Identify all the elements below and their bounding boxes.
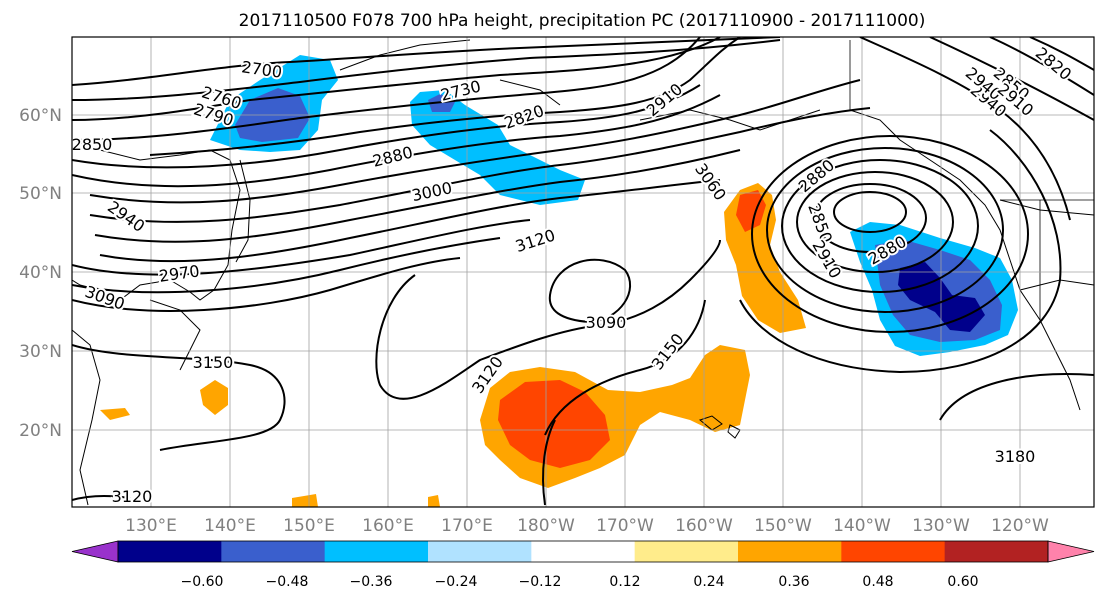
colorbar-label: −0.48 [266, 574, 309, 590]
lon-label: 140°W [833, 516, 891, 536]
colorbar-label: −0.24 [435, 574, 478, 590]
borders [849, 40, 1094, 320]
lat-label: 30°N [19, 342, 62, 362]
colorbar-label: 0.60 [947, 574, 978, 590]
lat-label: 60°N [19, 106, 62, 126]
contour-label: 2850 [72, 135, 113, 154]
map-panel: 2700 2760 2790 2730 2820 2910 2850 2880 … [71, 36, 1095, 508]
colorbar-segment [324, 541, 429, 562]
colorbar-labels: −0.60 −0.48 −0.36 −0.24 −0.12 0.12 0.24 … [181, 574, 979, 590]
lon-label: 130°E [125, 516, 177, 536]
lon-label: 170°E [441, 516, 493, 536]
figure-title: 2017110500 F078 700 hPa height, precipit… [239, 11, 926, 31]
colorbar-label: −0.12 [519, 574, 562, 590]
lon-label: 140°E [204, 516, 256, 536]
colorbar-segment [428, 541, 532, 562]
colorbar-label: 0.48 [862, 574, 893, 590]
pos-anomaly-gulf-core [736, 190, 766, 232]
lon-label: 160°W [675, 516, 733, 536]
lon-label: 160°E [362, 516, 414, 536]
lon-label: 180°W [517, 516, 575, 536]
colorbar-label: 0.36 [778, 574, 809, 590]
lon-labels: 130°E 140°E 150°E 160°E 170°E 180°W 170°… [125, 516, 1049, 536]
lat-labels: 20°N 30°N 40°N 50°N 60°N [19, 106, 62, 441]
contour-label: 3150 [193, 353, 234, 372]
colorbar-segment [841, 541, 946, 562]
colorbar-extend-low [71, 540, 119, 563]
pos-anomaly-small-2 [100, 408, 130, 420]
height-contours [72, 37, 1094, 506]
lon-label: 150°E [283, 516, 335, 536]
lon-label: 170°W [596, 516, 654, 536]
map-frame [71, 36, 1095, 508]
colorbar-label: 0.12 [609, 574, 640, 590]
colorbar [71, 540, 1095, 563]
lon-label: 120°W [991, 516, 1049, 536]
precip-shading [100, 55, 1018, 507]
lon-label: 150°W [754, 516, 812, 536]
colorbar-segment [221, 541, 326, 562]
contour-label: 3090 [586, 313, 627, 332]
neg-anomaly-california-core [898, 262, 985, 332]
colorbar-segment [738, 541, 842, 562]
lat-label: 50°N [19, 184, 62, 204]
colorbar-frame [117, 540, 1049, 563]
colorbar-segment [634, 541, 739, 562]
colorbar-label: −0.60 [181, 574, 224, 590]
colorbar-segment [944, 541, 1049, 562]
lat-label: 20°N [19, 421, 62, 441]
contour-label: 3120 [112, 487, 153, 506]
pos-anomaly-small-1 [200, 380, 228, 415]
pos-anomaly-small-4 [428, 495, 440, 507]
colorbar-segment [531, 541, 636, 562]
colorbar-extend-high [1047, 540, 1095, 563]
neg-anomaly-aleutian [410, 90, 585, 205]
colorbar-label: −0.36 [350, 574, 393, 590]
pos-anomaly-small-3 [292, 494, 318, 507]
lon-label: 130°W [912, 516, 970, 536]
contour-label: 3180 [995, 447, 1036, 466]
lat-label: 40°N [19, 263, 62, 283]
colorbar-label: 0.24 [693, 574, 724, 590]
colorbar-segment [118, 541, 222, 562]
